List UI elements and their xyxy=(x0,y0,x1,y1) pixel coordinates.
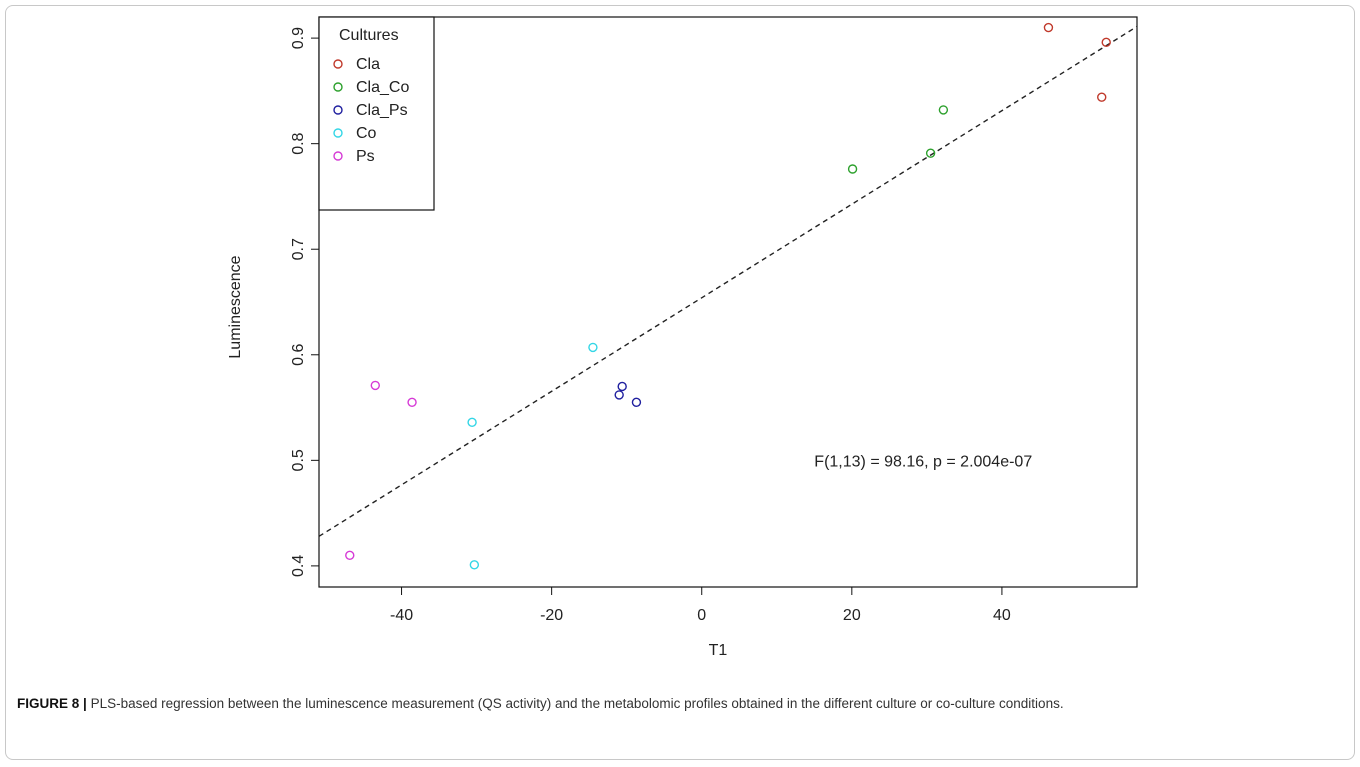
figure-panel xyxy=(5,5,1355,760)
data-point xyxy=(925,148,936,158)
regression-line xyxy=(318,25,1138,537)
legend-marker xyxy=(333,59,343,69)
x-tick-label: 40 xyxy=(993,607,1011,624)
legend-item-label: Cla_Co xyxy=(356,79,409,96)
x-tick-label: -40 xyxy=(390,607,413,624)
data-point xyxy=(469,560,480,570)
y-axis-label: Luminescence xyxy=(227,255,244,358)
data-point xyxy=(938,105,949,115)
legend-title: Cultures xyxy=(339,27,399,44)
scatter-chart: -40 -20 0 20 40 0.4 0.5 0.6 0.7 0.8 0.9 T1 Luminesce… xyxy=(227,16,1138,659)
plot-area-frame xyxy=(318,16,1138,588)
y-tick-label: 0.6 xyxy=(290,344,307,366)
legend-marker xyxy=(333,82,343,92)
x-tick-label: 0 xyxy=(697,607,706,624)
legend-item-label: Cla_Ps xyxy=(356,102,408,119)
y-tick-label: 0.8 xyxy=(290,132,307,154)
data-point xyxy=(617,381,627,392)
legend-item-label: Co xyxy=(356,125,377,142)
figure-label: FIGURE 8 | xyxy=(17,696,87,711)
y-tick-label: 0.9 xyxy=(290,27,307,49)
legend-marker xyxy=(333,105,343,115)
data-point xyxy=(370,380,380,391)
data-point xyxy=(614,390,624,400)
x-tick-label: -20 xyxy=(540,607,563,624)
data-point xyxy=(1043,22,1054,33)
data-point xyxy=(631,397,642,407)
legend-marker xyxy=(333,128,343,138)
figure-caption-text: PLS-based regression between the lumines… xyxy=(90,696,1064,711)
data-point xyxy=(588,342,598,353)
data-point xyxy=(1101,37,1111,48)
data-point xyxy=(847,164,858,174)
stats-annotation: F(1,13) = 98.16, p = 2.004e-07 xyxy=(814,453,1032,470)
legend-marker xyxy=(333,151,343,161)
y-tick-label: 0.7 xyxy=(290,238,307,260)
x-axis-label: T1 xyxy=(709,642,728,659)
y-tick-label: 0.4 xyxy=(290,555,307,577)
figure-caption: FIGURE 8 | PLS-based regression between … xyxy=(17,693,1332,714)
legend-item-label: Ps xyxy=(356,148,375,165)
legend-item-label: Cla xyxy=(356,56,380,73)
data-point xyxy=(345,550,355,561)
data-point xyxy=(467,417,477,428)
data-point xyxy=(407,397,417,407)
data-point xyxy=(1097,92,1107,102)
y-tick-label: 0.5 xyxy=(290,449,307,471)
x-tick-label: 20 xyxy=(843,607,861,624)
